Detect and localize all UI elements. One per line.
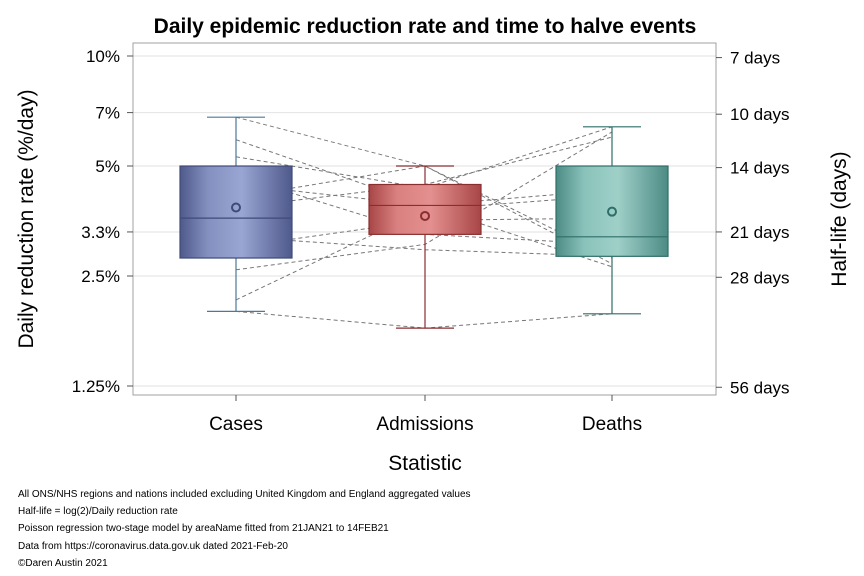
footnote: All ONS/NHS regions and nations included… bbox=[18, 489, 471, 500]
y-tick-label: 5% bbox=[95, 157, 120, 176]
y-tick-label: 1.25% bbox=[72, 377, 120, 396]
right-axis: 7 days 10 days 14 days 21 days 28 days 56 day… bbox=[716, 49, 790, 397]
y2-tick-label: 21 days bbox=[730, 223, 790, 242]
mean-marker bbox=[420, 210, 430, 221]
y2-tick-label: 56 days bbox=[730, 378, 790, 397]
boxes bbox=[179, 116, 669, 329]
x-axis: Cases Admissions Deaths bbox=[209, 395, 642, 435]
footnote: ©Daren Austin 2021 bbox=[18, 557, 108, 569]
x-axis-label: Statistic bbox=[388, 452, 462, 475]
connection-line bbox=[235, 116, 613, 265]
connection-line bbox=[235, 139, 613, 268]
iqr-box bbox=[555, 165, 669, 257]
x-tick-label: Deaths bbox=[582, 414, 642, 435]
box-deaths bbox=[555, 126, 669, 315]
footnote: Poisson regression two-stage model by ar… bbox=[18, 523, 389, 535]
y2-tick-label: 10 days bbox=[730, 105, 790, 124]
box-plot-chart: Daily epidemic reduction rate and time t… bbox=[15, 15, 851, 475]
x-tick-label: Admissions bbox=[376, 414, 473, 435]
chart-title: Daily epidemic reduction rate and time t… bbox=[154, 15, 697, 38]
box-cases bbox=[179, 116, 293, 313]
footnotes: All ONS/NHS regions and nations included… bbox=[18, 486, 471, 572]
left-axis: 10% 7% 5% 3.3% 2.5% 1.25% bbox=[72, 47, 133, 396]
y2-tick-label: 14 days bbox=[730, 159, 790, 178]
box-admissions bbox=[368, 165, 482, 329]
y-axis-label: Daily reduction rate (%/day) bbox=[15, 89, 38, 348]
y2-axis-label: Half-life (days) bbox=[828, 151, 851, 286]
y-tick-label: 10% bbox=[86, 47, 120, 66]
y2-tick-label: 28 days bbox=[730, 268, 790, 287]
iqr-box bbox=[368, 183, 482, 235]
footnote: Data from https://coronavirus.data.gov.u… bbox=[18, 540, 288, 552]
mean-marker bbox=[231, 202, 241, 213]
mean-marker bbox=[607, 206, 617, 217]
x-tick-label: Cases bbox=[209, 414, 263, 435]
y2-tick-label: 7 days bbox=[730, 49, 780, 68]
y-tick-label: 3.3% bbox=[81, 223, 120, 242]
connection-line bbox=[235, 310, 613, 329]
y-tick-label: 7% bbox=[95, 104, 120, 123]
footnote: Half-life = log(2)/Daily reduction rate bbox=[18, 506, 178, 518]
y-tick-label: 2.5% bbox=[81, 267, 120, 286]
